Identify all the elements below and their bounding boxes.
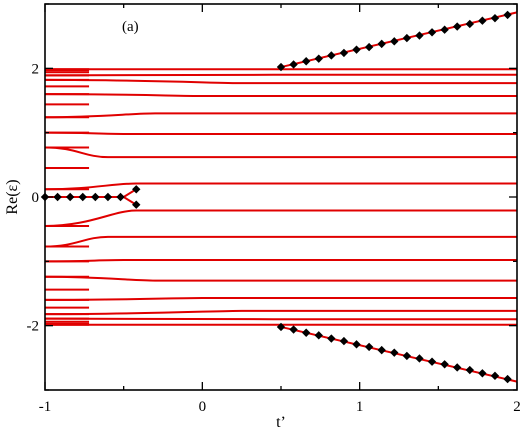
data-point	[301, 57, 311, 66]
eigenvalue-branch	[44, 275, 517, 282]
data-point	[132, 185, 141, 194]
data-point	[364, 42, 374, 52]
data-point	[440, 25, 449, 34]
data-point	[289, 60, 298, 69]
data-point	[301, 328, 311, 337]
tick-layer	[44, 3, 518, 391]
marker-layer	[40, 10, 512, 384]
y-tick-label: -2	[27, 319, 40, 335]
tick-label-layer: -1 0 1 2 -2 0 2	[27, 61, 521, 415]
data-point	[377, 39, 386, 49]
data-point	[352, 45, 361, 54]
eigenvalue-branch	[44, 309, 517, 316]
data-point	[327, 51, 336, 60]
series-layer	[44, 11, 518, 383]
y-tick-label: 2	[32, 61, 40, 77]
y-tick-label: 0	[32, 190, 40, 206]
x-tick-label: 1	[356, 399, 364, 415]
x-tick-label: 0	[199, 399, 207, 415]
data-point	[78, 192, 87, 202]
data-point	[465, 19, 474, 29]
data-point	[402, 33, 412, 43]
eigenvalue-branch	[44, 259, 517, 263]
data-point	[440, 360, 449, 369]
data-point	[339, 48, 349, 58]
eigenvalue-branch	[44, 78, 517, 85]
data-point	[314, 54, 323, 63]
data-point	[490, 13, 500, 23]
data-point	[427, 28, 437, 37]
data-point	[453, 22, 462, 31]
data-point	[91, 192, 100, 202]
data-point	[503, 10, 512, 20]
data-point	[377, 345, 386, 355]
data-point	[339, 336, 349, 346]
x-axis-label: t’	[276, 414, 286, 431]
data-point	[364, 342, 374, 352]
data-point	[276, 62, 286, 72]
eigenvalue-branch	[44, 131, 517, 135]
data-point	[503, 374, 512, 384]
eigenvalue-branch	[44, 146, 517, 159]
data-point	[415, 354, 424, 363]
data-point	[402, 351, 412, 361]
data-point	[390, 348, 399, 357]
eigenvalue-branch	[44, 235, 517, 248]
data-point	[453, 363, 462, 372]
x-tick-label: -1	[39, 399, 52, 415]
data-point	[103, 192, 113, 202]
eigenvalue-branch	[44, 317, 517, 321]
data-point	[327, 334, 336, 343]
data-point	[415, 31, 424, 40]
data-point	[478, 369, 487, 378]
eigenvalue-branch	[44, 297, 517, 301]
data-point	[65, 192, 75, 202]
data-point	[427, 357, 437, 366]
eigenvalue-branch	[44, 93, 517, 97]
data-point	[53, 192, 62, 202]
data-point	[352, 340, 361, 349]
eigenvalue-branch	[44, 209, 517, 227]
data-point	[116, 192, 125, 202]
eigenvalue-branch	[44, 112, 517, 119]
data-point	[289, 325, 298, 334]
eigenvalue-branch	[44, 73, 517, 77]
data-point	[390, 37, 399, 46]
data-point	[132, 200, 141, 209]
eigenvalue-branch	[44, 182, 517, 191]
data-point	[478, 16, 487, 25]
panel-label: (a)	[122, 19, 139, 35]
data-point	[314, 331, 323, 340]
x-tick-label: 2	[513, 399, 521, 415]
data-point	[276, 322, 286, 332]
y-axis-label: Re(ε)	[4, 179, 21, 214]
data-point	[490, 371, 500, 381]
data-point	[465, 365, 474, 375]
